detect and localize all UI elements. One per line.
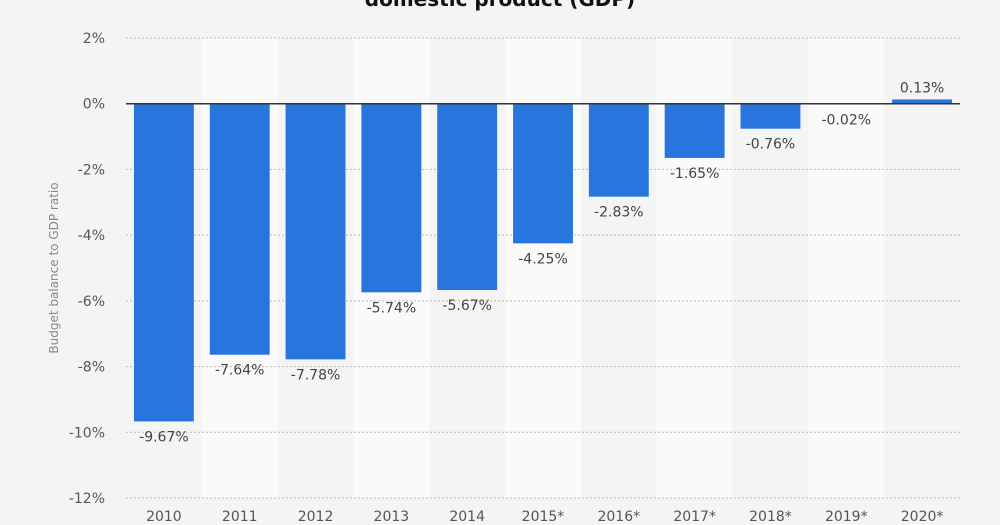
- y-tick-label: -10%: [69, 425, 105, 441]
- x-tick-label: 2011: [222, 509, 258, 525]
- bar[interactable]: [664, 103, 725, 158]
- value-label: -0.02%: [822, 112, 872, 128]
- x-tick-label: 2016*: [597, 509, 640, 525]
- y-axis-label: Budget balance to GDP ratio: [47, 182, 61, 353]
- value-label: -7.78%: [291, 367, 341, 383]
- bar[interactable]: [892, 99, 953, 104]
- y-tick-label: -2%: [78, 162, 105, 178]
- x-axis-ticks: 2010 2011 2012 2013 2014 2015* 2016* 2017* 2018*…: [146, 509, 943, 525]
- x-tick-label: 2015*: [522, 509, 565, 525]
- value-label: -2.83%: [594, 205, 644, 221]
- value-labels: -9.67% -7.64% -7.78% -5.74% -5.67% -4.25% -2.8…: [139, 80, 944, 445]
- bar[interactable]: [513, 103, 573, 244]
- x-tick-label: 2013: [374, 509, 410, 525]
- bars: [133, 99, 953, 422]
- x-tick-label: 2018*: [749, 509, 792, 525]
- y-axis-ticks: 2% 0% -2% -4% -6% -8% -10% -12%: [69, 31, 105, 507]
- chart-title: domestic product (GDP): [365, 0, 635, 11]
- y-tick-label: -8%: [78, 360, 105, 376]
- bar[interactable]: [740, 103, 801, 129]
- value-label: 0.13%: [900, 80, 944, 96]
- x-tick-label: 2019*: [825, 509, 868, 525]
- value-label: -5.67%: [442, 298, 492, 314]
- value-label: -4.25%: [518, 251, 568, 267]
- x-tick-label: 2010: [146, 509, 182, 525]
- bar[interactable]: [209, 103, 270, 355]
- value-label: -7.64%: [215, 363, 265, 379]
- y-tick-label: 0%: [83, 97, 105, 113]
- value-label: -9.67%: [139, 429, 189, 445]
- bar[interactable]: [133, 103, 194, 422]
- value-label: -5.74%: [367, 300, 417, 316]
- x-tick-label: 2012: [298, 509, 334, 525]
- bar[interactable]: [437, 103, 498, 291]
- x-tick-label: 2017*: [673, 509, 716, 525]
- bar[interactable]: [588, 103, 649, 197]
- y-tick-label: -12%: [69, 491, 105, 507]
- bar[interactable]: [361, 103, 422, 293]
- x-tick-label: 2014: [449, 509, 485, 525]
- bar[interactable]: [285, 103, 346, 360]
- value-label: -1.65%: [670, 166, 720, 182]
- y-tick-label: -4%: [78, 228, 105, 244]
- x-tick-label: 2020*: [901, 509, 944, 525]
- column-band: [808, 38, 885, 498]
- value-label: -0.76%: [746, 137, 796, 153]
- y-tick-label: 2%: [83, 31, 105, 47]
- y-tick-label: -6%: [78, 294, 105, 310]
